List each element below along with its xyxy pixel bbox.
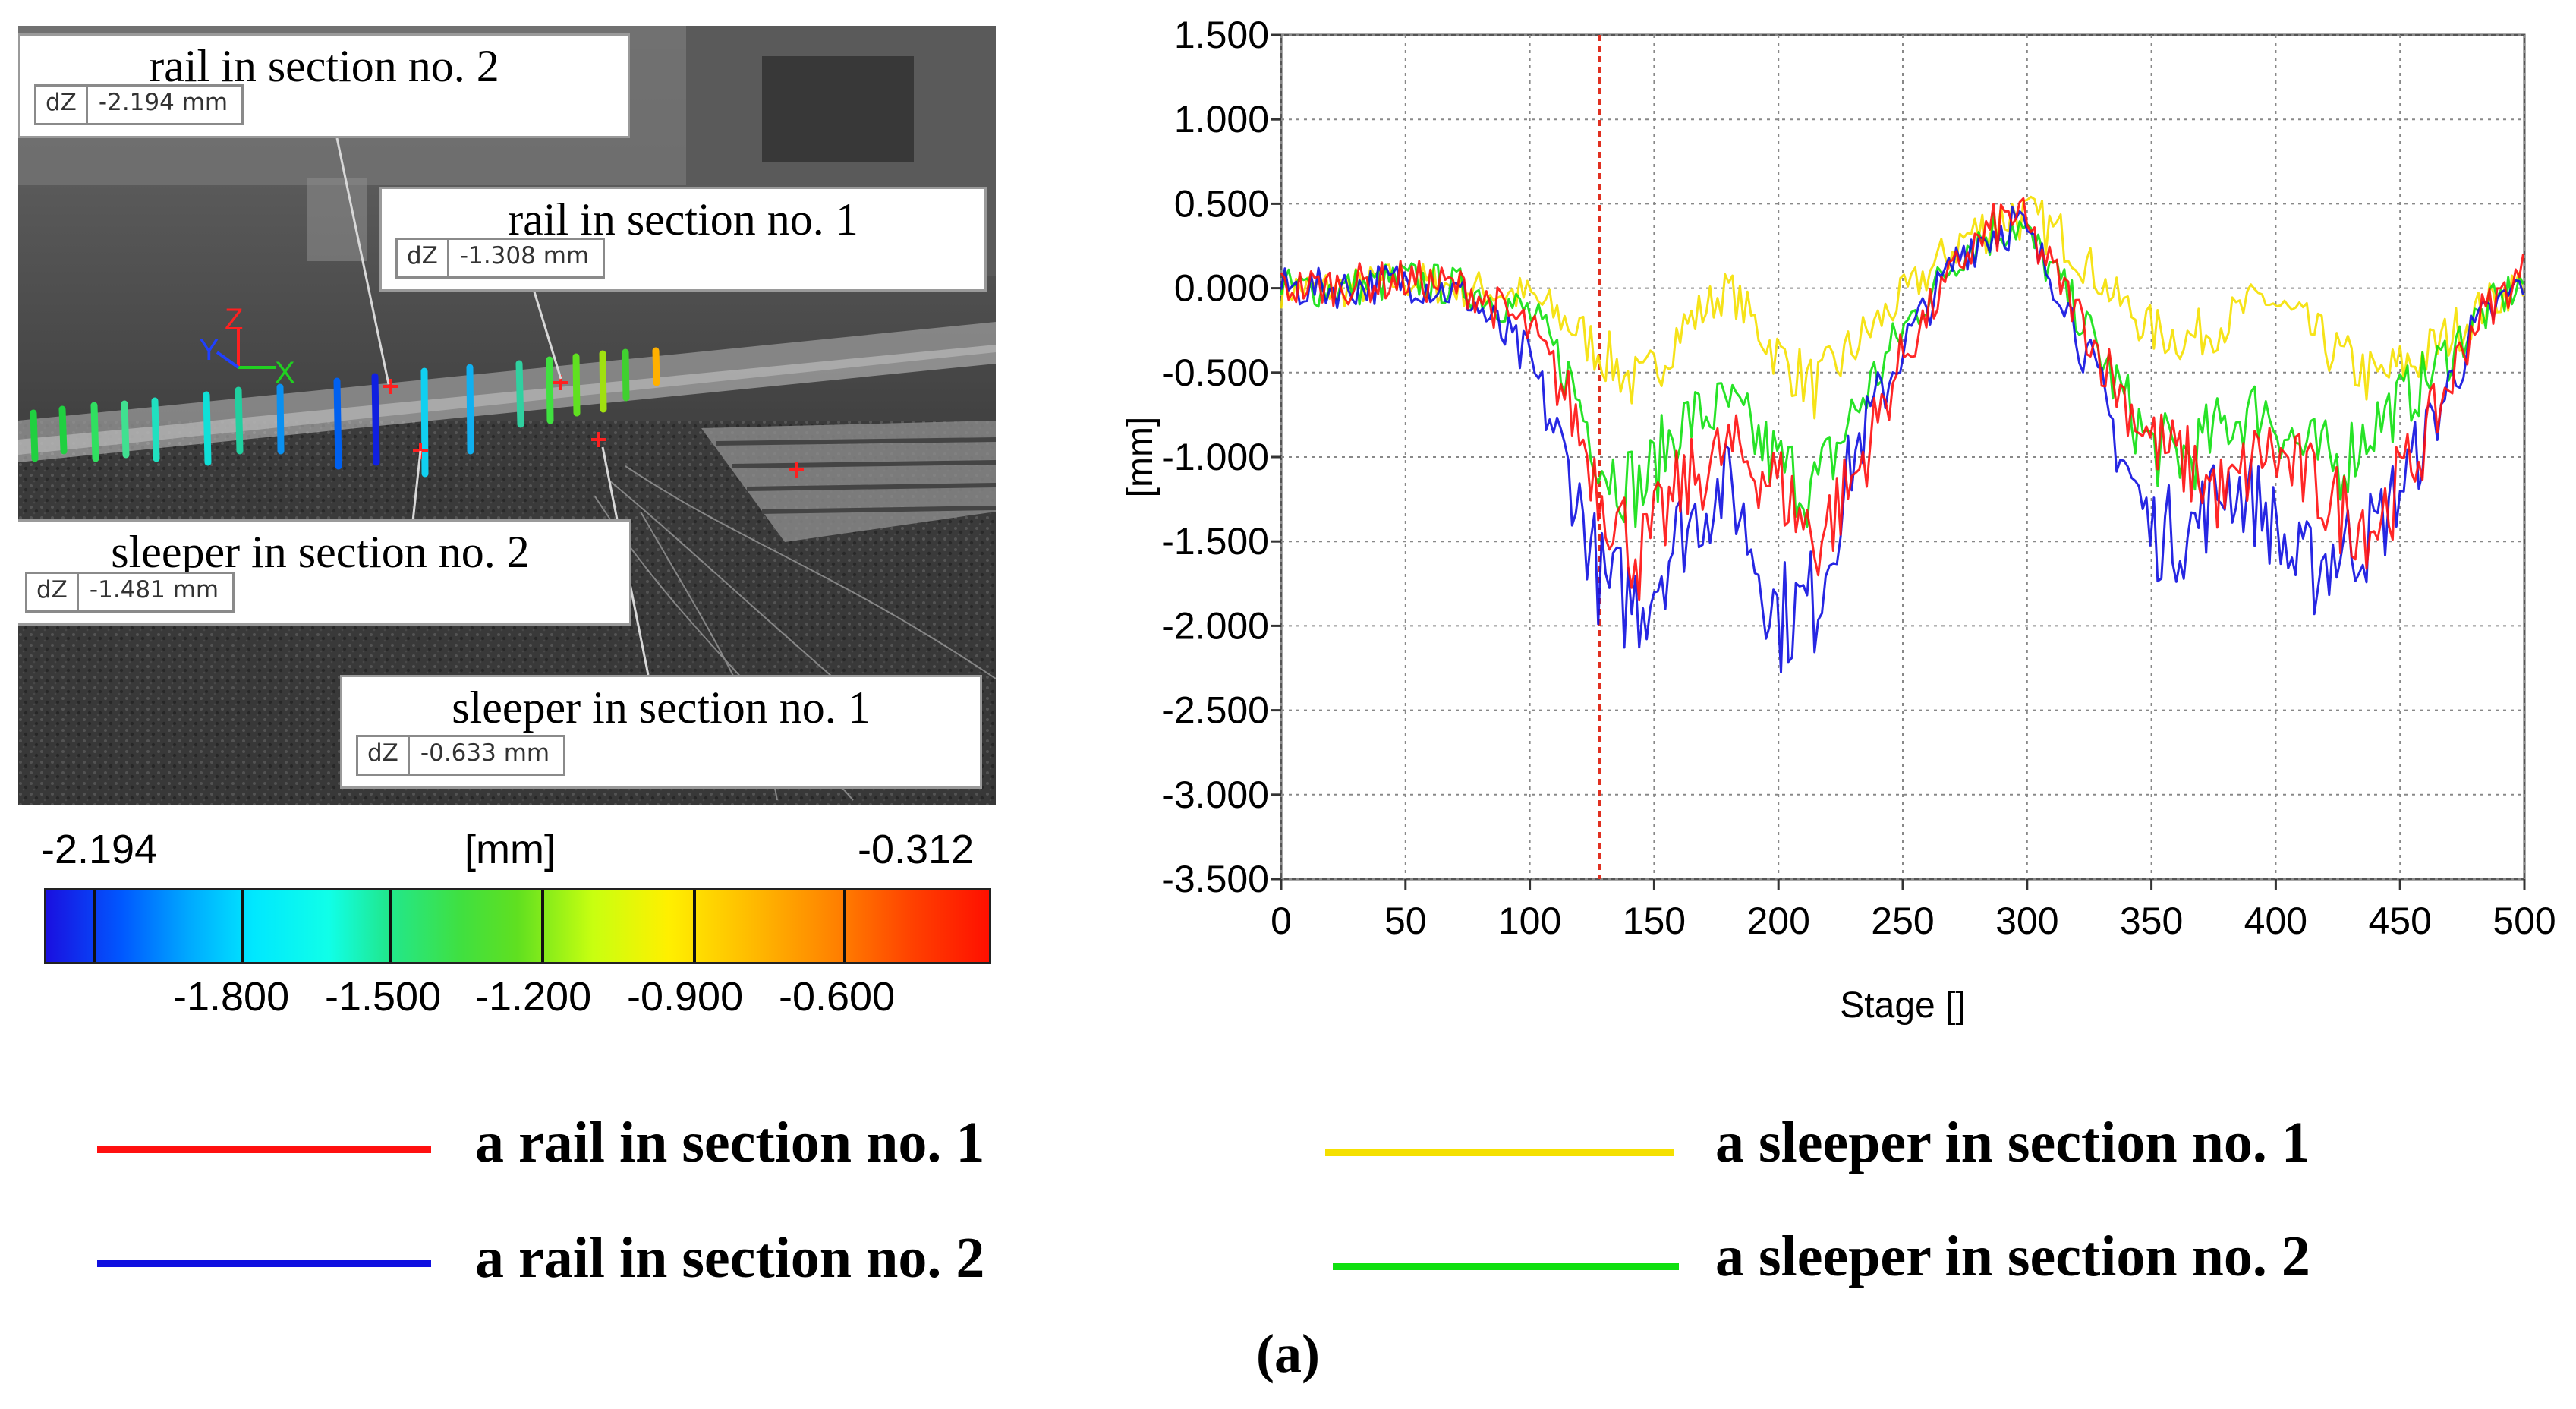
chart-series [1280,35,2524,879]
scale-tick-mark [693,890,696,962]
legend-swatch-sleeper-2 [1333,1263,1679,1270]
dz-value: -2.194 mm [98,89,228,116]
chart-axes: 1.500 1.000 0.500 0.000 -0.500 -1.000 -1.500 -2… [1161,14,2556,942]
measurement-photo: Z Y X rail in section no. 2 dZ -2.194 mm… [18,26,996,805]
dz-label: dZ [358,737,410,774]
color-scale-bar [44,888,991,964]
dz-value: -0.633 mm [420,739,550,767]
axis-y-letter: Y [199,333,219,367]
x-tick-label: 50 [1384,900,1427,942]
series-line [1280,205,2524,673]
x-tick-label: 450 [2368,900,2431,942]
x-tick-label: 350 [2120,900,2183,942]
scale-unit-label: [mm] [464,827,556,872]
legend-swatch-rail-2 [97,1260,431,1267]
callout-title: rail in section no. 2 [149,41,499,91]
dz-label: dZ [398,240,449,276]
dz-label: dZ [27,574,79,610]
dz-readout: dZ -1.308 mm [395,238,606,279]
scale-tick-mark [389,890,392,962]
series-line [1280,197,2524,602]
y-tick-label: 1.500 [1174,14,1269,56]
x-tick-label: 400 [2244,900,2307,942]
settlement-chart: 1.500 1.000 0.500 0.000 -0.500 -1.000 -1.500 -2… [1120,14,2556,1026]
x-axis-title: Stage [] [1840,985,1965,1026]
dz-readout: dZ -2.194 mm [34,84,244,125]
scale-max-label: -0.312 [858,827,975,872]
y-tick-label: -2.500 [1161,689,1269,732]
y-tick-label: -1.500 [1161,520,1269,563]
callout-title: sleeper in section no. 1 [452,682,871,733]
scale-tick-label: -0.900 [627,974,744,1020]
callout-title: rail in section no. 1 [508,194,858,244]
dz-value: -1.481 mm [89,576,219,604]
y-tick-label: -0.500 [1161,351,1269,394]
callout-rail-section-2: rail in section no. 2 dZ -2.194 mm [18,33,630,138]
y-tick-label: -3.000 [1161,774,1269,816]
legend-label-rail-2: a rail in section no. 2 [475,1226,985,1290]
y-tick-label: 0.500 [1174,182,1269,225]
y-tick-label: -1.000 [1161,436,1269,478]
scale-tick-label: -1.800 [173,974,290,1020]
y-tick-label: -2.000 [1161,604,1269,647]
y-tick-label: 1.000 [1174,98,1269,140]
scale-tick-label: -1.200 [475,974,592,1020]
scale-tick-mark [241,890,244,962]
legend-label-rail-1: a rail in section no. 1 [475,1111,985,1174]
scale-tick-mark [93,890,96,962]
callout-sleeper-section-1: sleeper in section no. 1 dZ -0.633 mm [340,675,982,789]
callout-rail-section-1: rail in section no. 1 dZ -1.308 mm [379,187,987,292]
y-tick-label: -3.500 [1161,858,1269,900]
legend-swatch-sleeper-1 [1325,1149,1674,1156]
dz-label: dZ [36,87,88,123]
panel-label: (a) [1256,1323,1320,1384]
x-tick-label: 100 [1498,900,1561,942]
legend-swatch-rail-1 [97,1146,431,1153]
x-tick-label: 150 [1623,900,1686,942]
callout-sleeper-section-2: sleeper in section no. 2 dZ -1.481 mm [18,519,631,626]
x-tick-label: 300 [1995,900,2058,942]
callout-title: sleeper in section no. 2 [111,527,530,577]
legend-label-sleeper-1: a sleeper in section no. 1 [1715,1111,2310,1174]
scale-tick-label: -0.600 [779,974,896,1020]
y-tick-label: 0.000 [1174,267,1269,310]
axis-x-letter: X [275,356,295,389]
scale-tick-mark [843,890,846,962]
x-tick-label: 200 [1746,900,1809,942]
y-axis-title: [mm] [1120,417,1160,498]
x-tick-label: 500 [2493,900,2556,942]
legend-label-sleeper-2: a sleeper in section no. 2 [1715,1225,2310,1288]
dz-value: -1.308 mm [459,242,590,270]
x-tick-label: 250 [1871,900,1934,942]
x-tick-label: 0 [1271,900,1292,942]
dz-readout: dZ -0.633 mm [356,735,566,776]
scale-min-label: -2.194 [41,827,158,872]
scale-tick-label: -1.500 [325,974,442,1020]
dz-readout: dZ -1.481 mm [25,572,235,613]
axis-z-letter: Z [225,303,243,336]
scale-tick-mark [541,890,544,962]
